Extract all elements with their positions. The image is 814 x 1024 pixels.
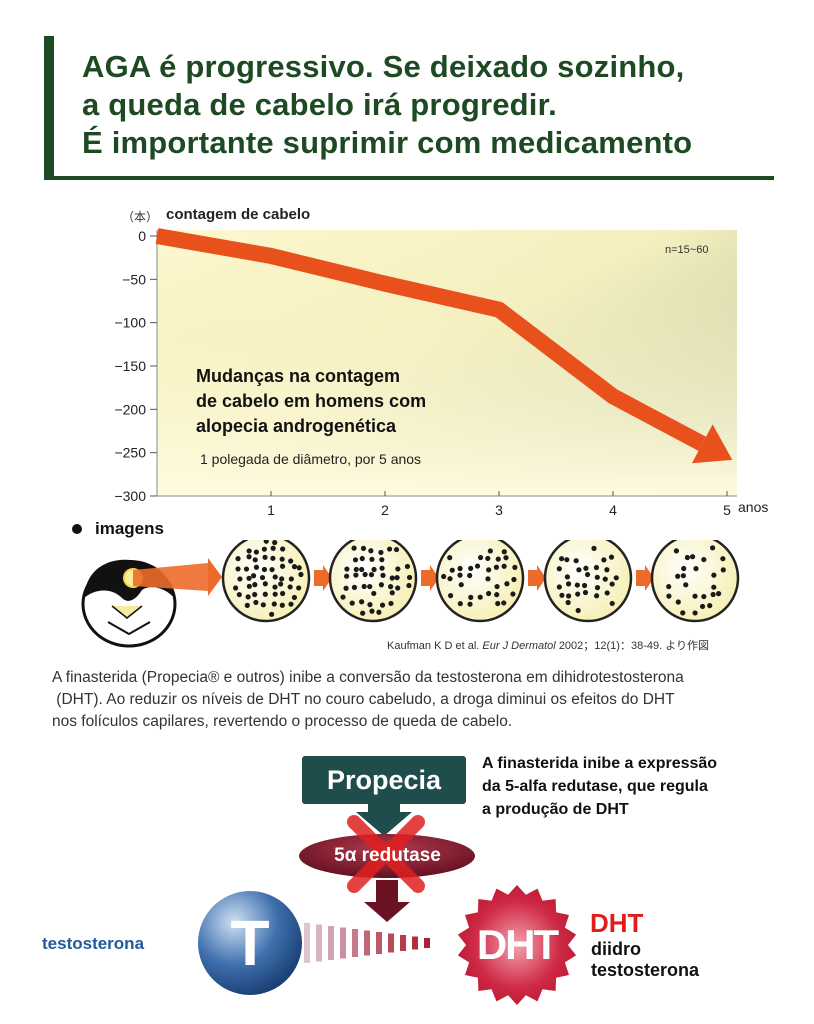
progression-arrow [314,565,332,591]
x-tick-label: 1 [267,502,275,518]
finasteride-note-line-3: a produção de DHT [482,801,629,818]
dht-letter: DHT [476,921,559,968]
inhibition-cross [347,815,425,893]
scalp-images-row [81,540,740,648]
paragraph-line-2: (DHT). Ao reduzir os níveis de DHT no co… [52,691,675,708]
bullet-dot [72,524,82,534]
conversion-stripes [304,923,430,963]
y-tick-label: −200 [114,401,146,417]
explanation-paragraph: A finasterida (Propecia® e outros) inibe… [52,667,792,733]
scalp-image [221,540,311,623]
testosterone-ball [198,891,302,995]
y-axis-unit: （本） [122,210,159,224]
finasteride-note: A finasterida inibe a expressão da 5-alf… [482,752,717,821]
view-beam [133,563,208,591]
mechanism-diagram [198,804,577,1005]
dht-abbreviation: DHT [590,908,644,938]
scalp-image [543,540,633,623]
x-tick-label: 3 [495,502,503,518]
dht-full-line-1: diidro [591,939,641,959]
progression-arrow [421,565,439,591]
chart-title-line-2: de cabelo em homens com [196,391,427,411]
dht-full-line-2: testosterona [591,960,700,980]
sample-size-note: n=15~60 [665,244,709,256]
chart-subtitle: 1 polegada de diâmetro, por 5 anos [200,451,422,467]
title-line-1: AGA é progressivo. Se deixado sozinho, [82,49,685,84]
y-tick-label: −100 [114,315,146,331]
chart-title-line-1: Mudanças na contagem [196,366,401,386]
finasteride-note-line-2: da 5-alfa redutase, que regula [482,778,708,795]
title-accent-bar [44,36,54,180]
citation-journal: Eur J Dermatol [482,640,556,652]
enzyme-down-arrow [364,880,410,922]
view-beam-arrow [208,558,222,596]
x-tick-label: 5 [723,502,731,518]
chart-title-line-3: alopecia androgenética [196,416,397,436]
x-tick-label: 2 [381,502,389,518]
y-tick-label: 0 [138,228,146,244]
citation-rest: 2002；12(1)：38-49. より作図 [558,640,709,652]
hair-count-arrowhead [691,424,733,464]
y-tick-label: −150 [114,358,146,374]
y-tick-label: −50 [122,271,146,287]
title-line-2: a queda de cabelo irá progredir. [82,87,557,122]
title-line-3: É importante suprimir com medicamento [82,125,693,160]
citation: Kaufman K D et al. Eur J Dermatol 2002；1… [387,637,709,653]
page-title: AGA é progressivo. Se deixado sozinho, a… [82,48,692,162]
title-underline [44,176,774,180]
dht-full-name: diidro testosterona [591,939,699,981]
scalp-image [650,540,740,623]
scalp-image [435,540,525,623]
citation-author: Kaufman K D et al. [387,640,480,652]
y-tick-label: −250 [114,445,146,461]
x-axis-unit: anos [738,499,769,515]
paragraph-line-3: nos folículos capilares, revertendo o pr… [52,713,513,730]
progression-arrow [636,565,654,591]
title-box: AGA é progressivo. Se deixado sozinho, a… [44,36,774,180]
chart-title: Mudanças na contagem de cabelo em homens… [196,364,426,439]
y-tick-label: −300 [114,488,146,504]
hair-count-line [155,228,707,451]
x-tick-label: 4 [609,502,617,518]
chart-background-fade [157,230,737,496]
testosterone-letter: T [230,907,270,979]
dht-starburst [457,885,577,1005]
y-axis-label: contagem de cabelo [166,206,311,223]
testosterone-label: testosterona [42,934,145,953]
progression-arrow [528,565,546,591]
enzyme-label: 5α redutase [334,845,441,866]
propecia-down-arrow [356,804,412,836]
paragraph-line-1: A finasterida (Propecia® e outros) inibe… [52,669,684,686]
images-label: imagens [95,519,164,538]
scalp-image [328,540,418,623]
hair-count-chart: 0 −50 −100 −150 −200 −250 −300 1 2 3 4 5 [114,228,737,518]
propecia-box: Propecia [302,756,466,804]
finasteride-note-line-1: A finasterida inibe a expressão [482,755,718,772]
